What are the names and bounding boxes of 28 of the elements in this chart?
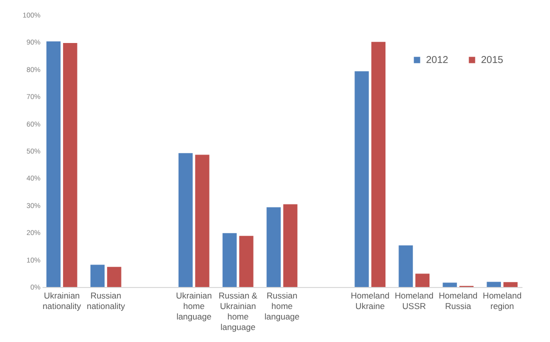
bar [178, 153, 193, 287]
x-tick-label: Homeland region [482, 290, 522, 311]
bar [354, 71, 369, 287]
bar [503, 282, 518, 287]
x-tick-label: Russian & Ukrainian home language [218, 290, 258, 332]
legend-label: 2015 [481, 55, 504, 66]
bar [371, 42, 386, 287]
x-tick-label: Homeland USSR [394, 290, 434, 311]
bar [398, 245, 413, 287]
bar [415, 274, 430, 287]
bar [107, 266, 122, 287]
bar [239, 236, 254, 287]
x-tick-label: Russian nationality [86, 290, 126, 311]
x-tick-label: Homeland Russia [438, 290, 478, 311]
bar [442, 282, 457, 287]
legend-label: 2012 [426, 55, 449, 66]
bar [90, 264, 105, 287]
bar [486, 282, 501, 287]
bar [195, 154, 210, 287]
bar [222, 233, 237, 287]
bar [266, 207, 281, 287]
bar [283, 204, 298, 287]
x-tick-label: Ukrainian home language [176, 290, 212, 322]
x-tick-label: Russian home language [264, 290, 300, 322]
x-tick-label: Ukrainian nationality [42, 290, 82, 311]
bar [63, 43, 78, 287]
x-tick-label: Homeland Ukraine [350, 290, 390, 311]
bar [46, 41, 61, 287]
